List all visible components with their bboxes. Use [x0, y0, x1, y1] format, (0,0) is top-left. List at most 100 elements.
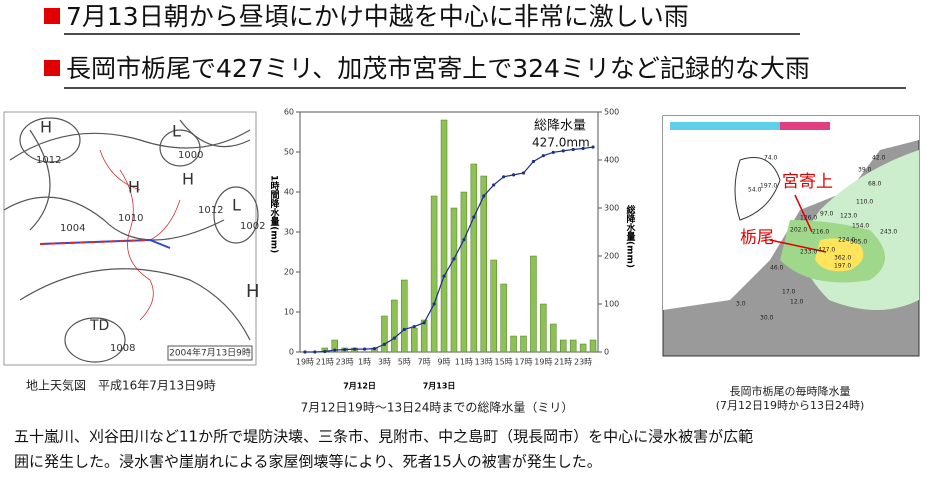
bar: [540, 303, 547, 353]
bar: [560, 339, 567, 353]
bar: [550, 323, 557, 353]
caption: 7月12日19時～13日24時までの総降水量（ミリ）: [301, 401, 574, 415]
rain-value: 17.0: [782, 289, 796, 296]
map-label: TD: [89, 318, 109, 334]
annotation: 総降水量: [534, 119, 586, 134]
map-label: H: [40, 118, 52, 137]
rain-value: 202.0: [790, 227, 807, 234]
x-tick-label: 3時: [378, 358, 391, 367]
bar: [589, 339, 597, 353]
body-text: 囲に発生した。浸水害や崖崩れによる家屋倒壊等により、死者15人の被害が発生した。: [14, 453, 602, 471]
bar: [480, 175, 487, 353]
line-point: [432, 302, 436, 306]
line-point: [551, 150, 555, 154]
line-point: [581, 146, 585, 151]
x-tick-label: 21時: [554, 358, 572, 367]
x-tick-label: 1時: [358, 358, 371, 367]
rain-value: 305.0: [850, 239, 867, 246]
map-label: 1004: [60, 223, 85, 234]
x-tick-label: 23時: [574, 358, 592, 367]
weather-map: [3, 111, 259, 366]
headline: 長岡市栃尾で427ミリ、加茂市宮寄上で324ミリなど記録的な大雨: [66, 54, 810, 83]
bar: [470, 163, 478, 353]
y-tick-label: 10: [284, 308, 294, 317]
cumulative-line: [304, 146, 594, 353]
bar: [569, 339, 577, 353]
line-point: [372, 347, 377, 351]
bar: [579, 343, 587, 353]
bar: [500, 283, 507, 353]
y-tick-label: 0: [289, 348, 294, 357]
line-point: [462, 238, 466, 242]
line-point: [452, 257, 456, 261]
map-label: 1010: [118, 213, 143, 224]
y2-tick-label: 0: [604, 348, 609, 357]
bar: [331, 339, 338, 353]
place-label: 栃尾: [740, 228, 774, 248]
rain-value: 74.0: [764, 155, 778, 162]
caption: 長岡市栃尾の毎時降水量: [730, 384, 851, 398]
bar: [411, 327, 418, 353]
rain-value: 243.0: [880, 229, 897, 236]
map-label: L: [172, 122, 181, 141]
map-label: 1012: [36, 155, 61, 166]
annotation: 427.0mm: [532, 136, 590, 150]
y-tick-label: 30: [284, 228, 294, 237]
line-point: [323, 349, 327, 354]
line-point: [362, 347, 367, 351]
map-label: H: [128, 178, 140, 197]
x-tick-label: 21時: [316, 358, 334, 367]
line-point: [541, 154, 545, 158]
y2-tick-label: 100: [604, 300, 619, 309]
rain-value: 30.0: [760, 315, 774, 322]
map-label: 1000: [178, 150, 203, 161]
line-point: [382, 342, 387, 346]
rain-value: 12.0: [790, 299, 804, 306]
x-tick-label: 13時: [475, 358, 493, 367]
y2-tick-label: 200: [604, 252, 619, 261]
bar: [460, 191, 468, 353]
line-point: [353, 347, 357, 351]
bar: [440, 119, 448, 353]
rain-value: 216.0: [812, 229, 829, 236]
line-point: [343, 348, 347, 352]
rain-value: 123.0: [840, 213, 857, 220]
y2-tick-label: 400: [604, 156, 619, 165]
bullet: [44, 8, 60, 24]
y2-tick-label: 500: [604, 108, 619, 117]
y2-tick-label: 300: [604, 204, 619, 213]
line-point: [571, 147, 575, 152]
line-point: [492, 183, 496, 187]
map-stamp: 2004年7月13日9時: [169, 347, 251, 359]
bullet: [44, 60, 60, 76]
y-tick-label: 60: [284, 108, 294, 117]
bar: [490, 259, 497, 353]
bar: [520, 335, 527, 353]
rain-value: 233.0: [800, 249, 817, 256]
bar: [420, 319, 428, 353]
line-point: [392, 336, 396, 340]
x-tick-label: 23時: [336, 358, 354, 367]
x-tick-label: 7時: [418, 358, 431, 367]
rain-value: 110.0: [856, 199, 873, 206]
bar: [430, 195, 438, 353]
bar: [450, 207, 458, 353]
place-label: 宮寄上: [782, 172, 833, 192]
line-point: [412, 324, 416, 329]
rain-value: 197.0: [760, 183, 777, 190]
line-point: [313, 350, 317, 354]
map-label: 1008: [110, 343, 135, 354]
caption: (7月12日19時から13日24時): [716, 399, 865, 412]
rain-value: 362.0: [834, 255, 851, 262]
line-point: [333, 348, 337, 352]
body-text: 五十嵐川、刈谷田川など11か所で堤防決壊、三条市、見附市、中之島町（現長岡市）を…: [14, 428, 753, 446]
y-axis-label: 1時間降水量(mm): [269, 175, 280, 253]
y2-axis-label: 総降水量(mm): [625, 204, 636, 268]
caption: 地上天気図 平成16年7月13日9時: [26, 378, 216, 393]
rain-value: 126.0: [800, 215, 817, 222]
y-tick-label: 50: [284, 148, 294, 157]
date-label: 7月12日: [343, 382, 376, 391]
bar: [391, 299, 398, 353]
y-tick-label: 40: [284, 188, 294, 197]
